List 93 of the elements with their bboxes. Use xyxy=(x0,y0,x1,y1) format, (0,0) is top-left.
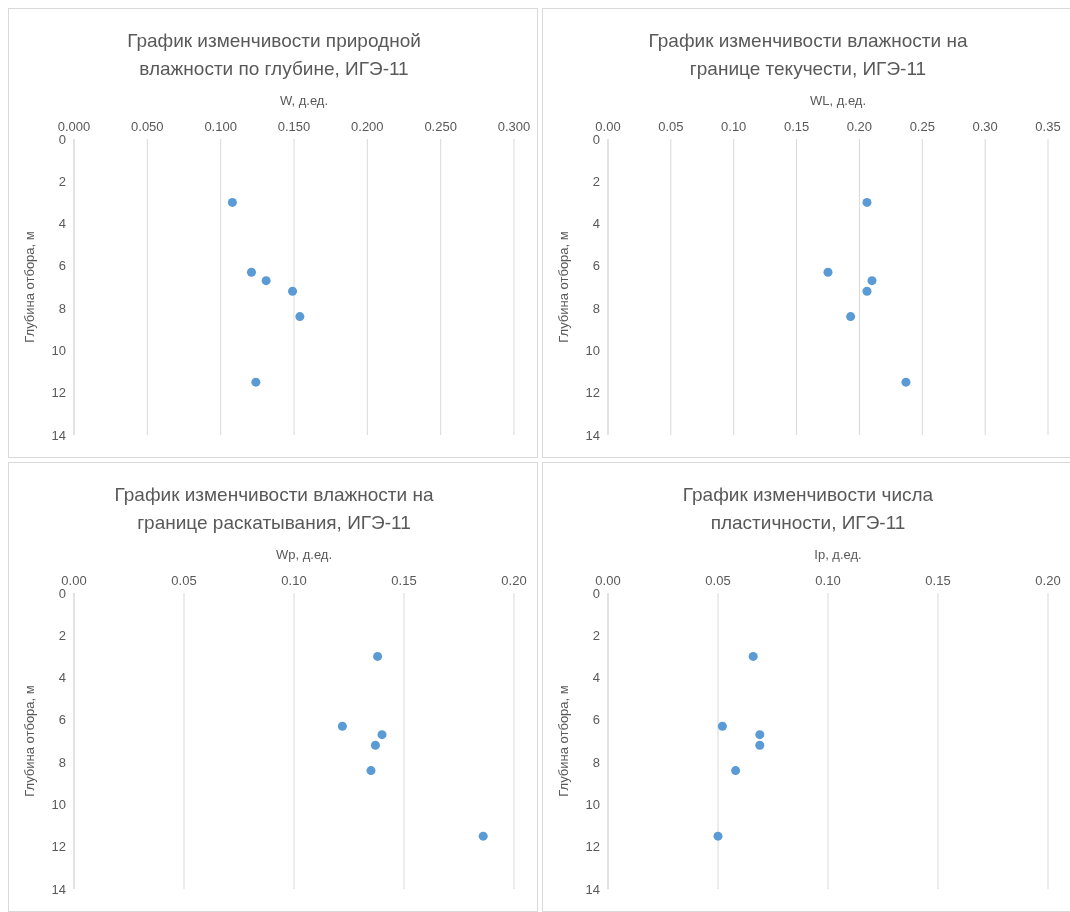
x-tick-label: 0.200 xyxy=(351,119,384,134)
x-axis-title: W, д.ед. xyxy=(278,93,330,108)
x-tick-label: 0.250 xyxy=(424,119,457,134)
x-tick-label: 0.10 xyxy=(815,573,841,588)
point xyxy=(717,721,727,731)
y-tick-label: 4 xyxy=(592,216,600,232)
y-tick-label: 2 xyxy=(58,173,66,189)
point xyxy=(862,286,872,296)
x-tick-label: 0.20 xyxy=(501,573,527,588)
y-tick-label: 14 xyxy=(51,427,66,443)
chart-title: График изменчивости влажности на границе текучести, ИГЭ-11 xyxy=(647,29,969,81)
point xyxy=(261,276,271,286)
x-tick-label: 0.30 xyxy=(972,119,998,134)
x-tick-label: 0.35 xyxy=(1035,119,1061,134)
point xyxy=(366,766,376,776)
x-tick-label: 0.25 xyxy=(909,119,935,134)
point xyxy=(295,312,305,322)
y-tick-label: 6 xyxy=(592,712,600,728)
y-tick-label: 14 xyxy=(51,881,66,897)
point xyxy=(713,831,723,841)
x-tick-label: 0.000 xyxy=(57,119,91,134)
x-tick-label: 0.150 xyxy=(277,119,311,134)
y-tick-label: 10 xyxy=(585,343,600,359)
point xyxy=(901,377,911,387)
y-tick-label: 14 xyxy=(585,427,600,443)
x-tick-label: 0.050 xyxy=(131,119,164,134)
point xyxy=(370,740,380,750)
y-tick-label: 8 xyxy=(58,300,66,316)
point xyxy=(748,651,758,661)
x-tick-label: 0.20 xyxy=(846,119,873,134)
y-tick-label: 6 xyxy=(592,258,600,274)
y-tick-label: 12 xyxy=(585,839,600,855)
point xyxy=(478,831,488,841)
point xyxy=(373,651,383,661)
y-tick-label: 2 xyxy=(592,627,600,643)
x-tick-label: 0.15 xyxy=(391,573,417,588)
y-tick-label: 8 xyxy=(592,754,600,770)
y-tick-label: 8 xyxy=(592,300,600,316)
y-tick-label: 0 xyxy=(58,585,66,601)
x-tick-label: 0.10 xyxy=(721,119,747,134)
point xyxy=(246,267,256,277)
x-tick-label: 0.00 xyxy=(61,573,87,588)
point xyxy=(755,730,765,740)
point xyxy=(377,730,387,740)
y-tick-label: 0 xyxy=(58,131,66,147)
y-tick-label: 8 xyxy=(58,754,66,770)
y-tick-label: 0 xyxy=(592,585,600,601)
y-tick-label: 0 xyxy=(592,131,600,147)
y-axis-title: Глубина отбора, м xyxy=(555,685,571,797)
x-tick-label: 0.05 xyxy=(705,573,731,588)
chart-title: График изменчивости числа пластичности, ИГЭ-11 xyxy=(681,483,935,535)
point xyxy=(227,197,237,207)
y-tick-label: 4 xyxy=(58,670,66,686)
x-tick-label: 0.100 xyxy=(204,119,237,134)
y-tick-label: 6 xyxy=(58,712,66,728)
y-tick-label: 12 xyxy=(585,385,600,401)
x-axis-title: Ip, д.ед. xyxy=(813,547,863,562)
x-tick-label: 0.20 xyxy=(1035,573,1061,588)
chart-title: График изменчивости природной влажности по глубине, ИГЭ-11 xyxy=(126,29,422,81)
y-axis-title: Глубина отбора, м xyxy=(555,231,571,343)
point xyxy=(867,276,877,286)
x-tick-label: 0.00 xyxy=(595,119,621,134)
point xyxy=(862,197,872,207)
point xyxy=(288,286,298,296)
x-tick-label: 0.15 xyxy=(783,119,810,134)
y-tick-label: 10 xyxy=(51,797,66,813)
point xyxy=(846,312,856,322)
y-tick-label: 2 xyxy=(58,627,66,643)
point xyxy=(823,267,833,277)
y-tick-label: 14 xyxy=(585,881,600,897)
x-tick-label: 0.10 xyxy=(281,573,307,588)
y-axis-title: Глубина отбора, м xyxy=(21,685,37,797)
x-tick-label: 0.05 xyxy=(171,573,197,588)
y-tick-label: 12 xyxy=(51,385,66,401)
y-tick-label: 10 xyxy=(585,797,600,813)
y-tick-label: 10 xyxy=(51,343,66,359)
x-axis-title: Wp, д.ед. xyxy=(274,547,334,562)
x-tick-label: 0.00 xyxy=(595,573,621,588)
y-tick-label: 6 xyxy=(58,258,66,274)
y-tick-label: 4 xyxy=(592,670,600,686)
y-axis-title: Глубина отбора, м xyxy=(21,231,37,343)
point xyxy=(755,740,765,750)
x-tick-label: 0.300 xyxy=(497,119,531,134)
chart-title: График изменчивости влажности на границе раскатывания, ИГЭ-11 xyxy=(113,483,435,535)
y-tick-label: 12 xyxy=(51,839,66,855)
point xyxy=(251,377,261,387)
point xyxy=(337,721,347,731)
y-tick-label: 4 xyxy=(58,216,66,232)
x-tick-label: 0.15 xyxy=(925,573,951,588)
x-tick-label: 0.05 xyxy=(658,119,684,134)
x-axis-title: WL, д.ед. xyxy=(808,93,868,108)
point xyxy=(731,766,741,776)
y-tick-label: 2 xyxy=(592,173,600,189)
